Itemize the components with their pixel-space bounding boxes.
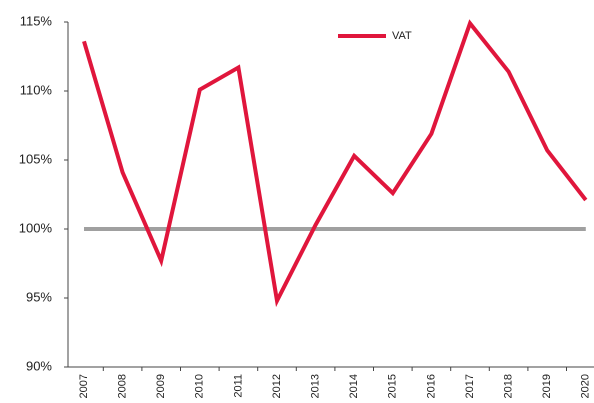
y-tick-label: 95% xyxy=(26,289,52,304)
data-line xyxy=(82,19,588,308)
x-tick-label: 2008 xyxy=(117,374,129,398)
x-tick-label: 2014 xyxy=(348,374,360,398)
legend-label: VAT xyxy=(392,30,412,42)
y-tick-label: 90% xyxy=(26,358,52,373)
y-tick-label: 105% xyxy=(19,151,53,166)
x-tick-label: 2010 xyxy=(194,374,206,398)
y-tick-label: 100% xyxy=(19,220,53,235)
x-tick-label: 2018 xyxy=(503,374,515,398)
x-tick-label: 2020 xyxy=(580,374,592,398)
x-tick-label: 2007 xyxy=(78,374,90,398)
x-tick-label: 2009 xyxy=(155,374,167,398)
y-tick-label: 115% xyxy=(20,13,53,28)
x-tick-label: 2016 xyxy=(425,374,437,398)
x-tick-label: 2017 xyxy=(464,374,476,398)
x-tick-label: 2015 xyxy=(387,374,399,398)
x-tick-label: 2012 xyxy=(271,374,283,398)
x-tick-label: 2011 xyxy=(232,374,244,398)
x-tick-label: 2019 xyxy=(541,374,553,398)
y-tick-label: 110% xyxy=(20,82,53,97)
x-tick-label: 2013 xyxy=(310,374,322,398)
